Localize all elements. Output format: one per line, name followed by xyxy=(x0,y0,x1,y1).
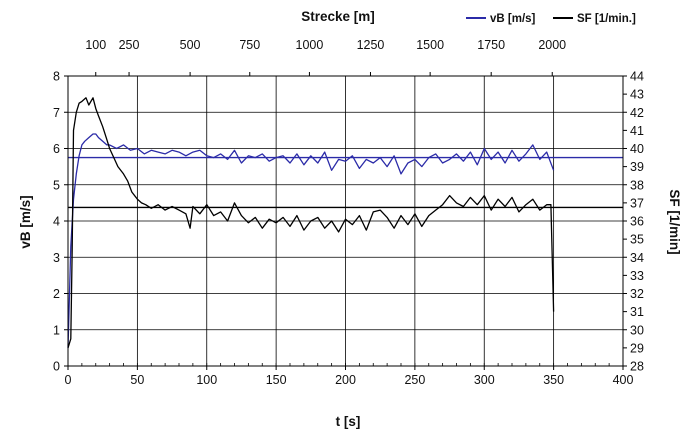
y-tick-label: 5 xyxy=(53,178,60,192)
y2-tick-label: 39 xyxy=(630,160,644,174)
reference-lines xyxy=(68,156,623,209)
x2-axis-title: Strecke [m] xyxy=(301,9,375,24)
legend-label-vb: vB [m/s] xyxy=(490,13,536,25)
y2-tick-label: 32 xyxy=(630,287,644,301)
series-line-sf xyxy=(67,97,555,349)
series-line-vb xyxy=(67,133,555,348)
y2-axis-title: SF [1/min] xyxy=(667,189,682,254)
y-tick-label: 7 xyxy=(53,106,60,120)
y2-tick-label: 28 xyxy=(630,360,644,374)
grid xyxy=(68,76,623,366)
x2-tick-label: 100 xyxy=(85,38,106,52)
y-ticks: 0 1 2 3 4 5 6 7 8 xyxy=(53,70,68,374)
y2-ticks: 28 29 30 31 32 33 34 35 36 37 38 39 40 41 42 43 44 xyxy=(623,70,644,374)
y2-tick-label: 41 xyxy=(630,124,644,138)
legend-label-sf: SF [1/min.] xyxy=(577,13,636,25)
y2-tick-label: 43 xyxy=(630,88,644,102)
x2-tick-label: 250 xyxy=(119,38,140,52)
x-tick-label: 400 xyxy=(613,373,634,387)
y2-tick-label: 38 xyxy=(630,178,644,192)
x-axis-title: t [s] xyxy=(336,414,361,429)
x2-tick-label: 1250 xyxy=(357,38,385,52)
y-tick-label: 1 xyxy=(53,323,60,337)
x-tick-label: 0 xyxy=(65,373,72,387)
x2-tick-label: 2000 xyxy=(538,38,566,52)
x-tick-label: 350 xyxy=(543,373,564,387)
x2-ticks: 100 250 500 750 1000 1250 1500 1750 2000 xyxy=(85,38,566,76)
x-tick-label: 300 xyxy=(474,373,495,387)
x2-tick-label: 1000 xyxy=(296,38,324,52)
y-tick-label: 8 xyxy=(53,70,60,84)
y-tick-label: 6 xyxy=(53,142,60,156)
y2-tick-label: 30 xyxy=(630,323,644,337)
x-tick-label: 50 xyxy=(130,373,144,387)
x2-tick-label: 1500 xyxy=(416,38,444,52)
legend: vB [m/s] SF [1/min.] xyxy=(466,13,636,25)
y-tick-label: 2 xyxy=(53,287,60,301)
x-tick-label: 150 xyxy=(266,373,287,387)
x-tick-label: 100 xyxy=(196,373,217,387)
y2-tick-label: 40 xyxy=(630,142,644,156)
y2-tick-label: 37 xyxy=(630,196,644,210)
y2-tick-label: 33 xyxy=(630,269,644,283)
y2-tick-label: 31 xyxy=(630,305,644,319)
x2-tick-label: 1750 xyxy=(477,38,505,52)
series-group xyxy=(67,97,555,349)
y2-tick-label: 35 xyxy=(630,233,644,247)
y-tick-label: 4 xyxy=(53,215,60,229)
x-tick-label: 200 xyxy=(335,373,356,387)
y2-tick-label: 36 xyxy=(630,215,644,229)
x-tick-label: 250 xyxy=(404,373,425,387)
y-tick-label: 3 xyxy=(53,251,60,265)
y2-tick-label: 44 xyxy=(630,70,644,84)
y2-tick-label: 42 xyxy=(630,106,644,120)
x-ticks: 0 50 100 150 200 250 300 350 400 xyxy=(65,363,634,387)
y2-tick-label: 29 xyxy=(630,341,644,355)
y-axis-title: vB [m/s] xyxy=(18,195,33,248)
x2-tick-label: 750 xyxy=(239,38,260,52)
y2-tick-label: 34 xyxy=(630,251,644,265)
y-tick-label: 0 xyxy=(53,360,60,374)
x2-tick-label: 500 xyxy=(180,38,201,52)
